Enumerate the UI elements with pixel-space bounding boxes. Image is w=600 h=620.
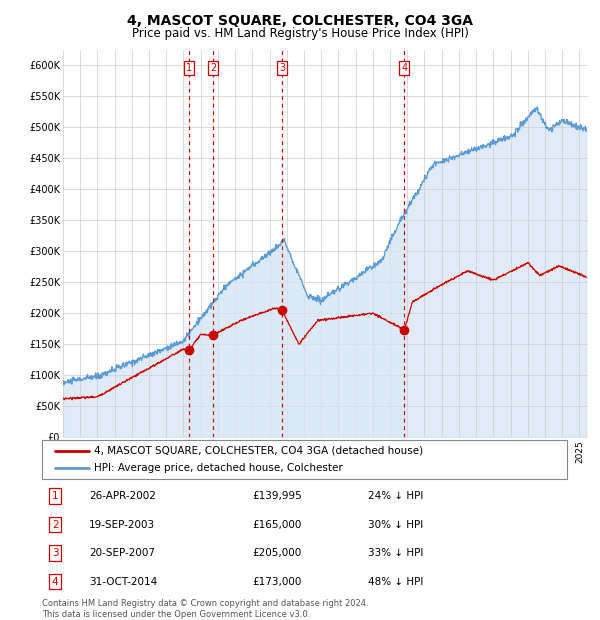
- Text: 4: 4: [52, 577, 58, 587]
- Text: 26-APR-2002: 26-APR-2002: [89, 491, 156, 501]
- Text: 3: 3: [279, 63, 285, 73]
- Text: 2: 2: [210, 63, 216, 73]
- Text: 31-OCT-2014: 31-OCT-2014: [89, 577, 157, 587]
- Text: 4, MASCOT SQUARE, COLCHESTER, CO4 3GA: 4, MASCOT SQUARE, COLCHESTER, CO4 3GA: [127, 14, 473, 28]
- Text: Price paid vs. HM Land Registry's House Price Index (HPI): Price paid vs. HM Land Registry's House …: [131, 27, 469, 40]
- Text: £173,000: £173,000: [252, 577, 301, 587]
- Text: 4: 4: [401, 63, 407, 73]
- FancyBboxPatch shape: [42, 440, 567, 479]
- Text: 1: 1: [186, 63, 192, 73]
- Text: 4, MASCOT SQUARE, COLCHESTER, CO4 3GA (detached house): 4, MASCOT SQUARE, COLCHESTER, CO4 3GA (d…: [95, 446, 424, 456]
- Text: 2: 2: [52, 520, 58, 529]
- Text: HPI: Average price, detached house, Colchester: HPI: Average price, detached house, Colc…: [95, 463, 343, 473]
- Text: 1: 1: [52, 491, 58, 501]
- Text: 33% ↓ HPI: 33% ↓ HPI: [367, 548, 423, 558]
- Text: 19-SEP-2003: 19-SEP-2003: [89, 520, 155, 529]
- Text: 48% ↓ HPI: 48% ↓ HPI: [367, 577, 423, 587]
- Text: 20-SEP-2007: 20-SEP-2007: [89, 548, 155, 558]
- Text: £205,000: £205,000: [252, 548, 301, 558]
- Text: 24% ↓ HPI: 24% ↓ HPI: [367, 491, 423, 501]
- Text: 30% ↓ HPI: 30% ↓ HPI: [367, 520, 423, 529]
- Text: 3: 3: [52, 548, 58, 558]
- Text: £165,000: £165,000: [252, 520, 301, 529]
- Text: £139,995: £139,995: [252, 491, 302, 501]
- Text: Contains HM Land Registry data © Crown copyright and database right 2024.
This d: Contains HM Land Registry data © Crown c…: [42, 600, 368, 619]
